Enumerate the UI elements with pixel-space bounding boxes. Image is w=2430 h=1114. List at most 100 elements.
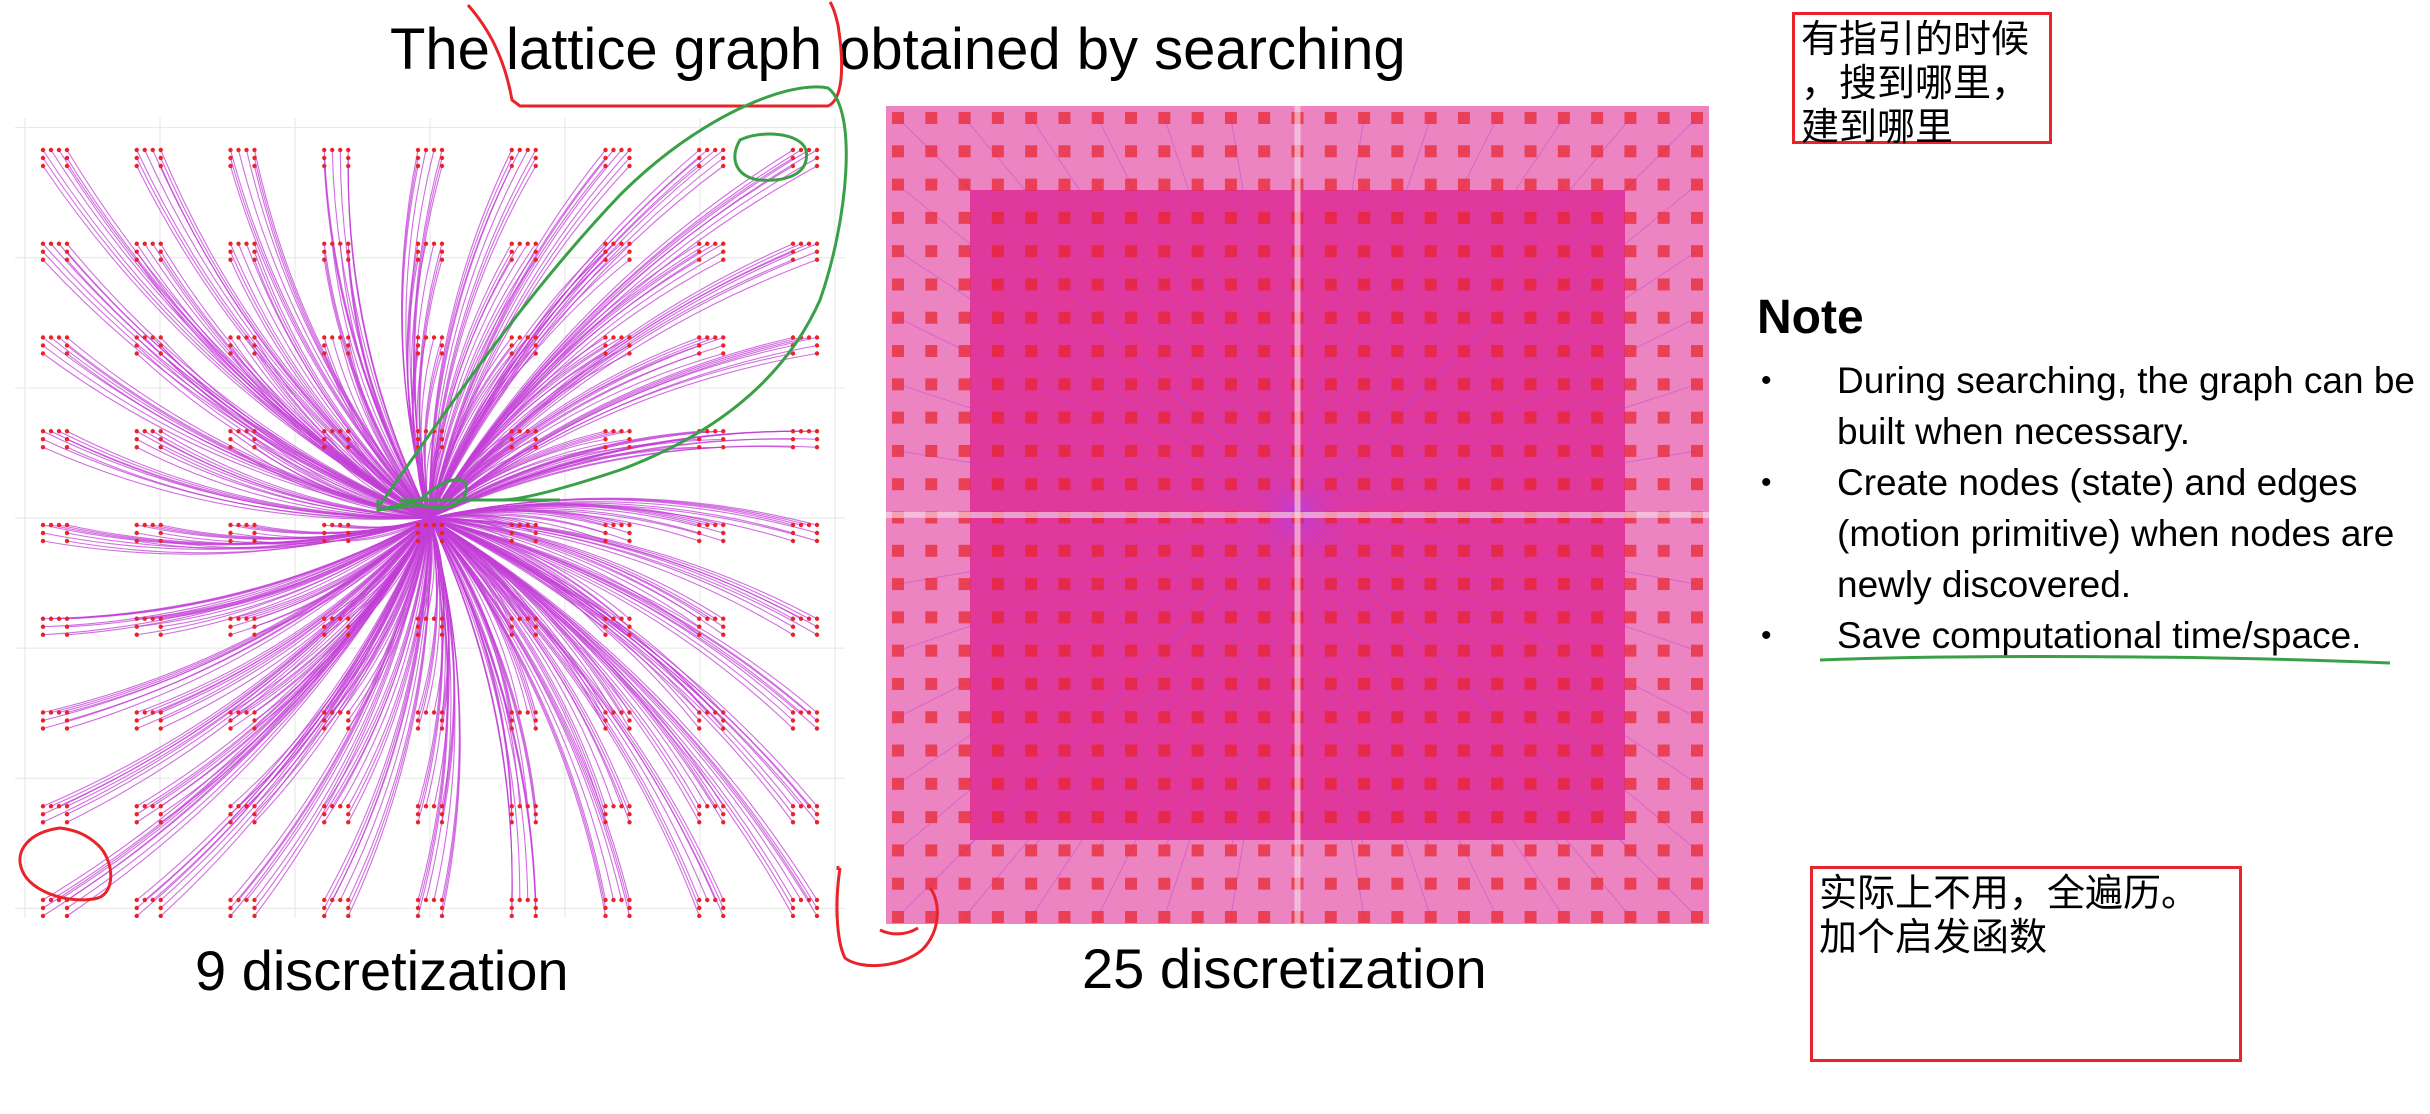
- node: [56, 241, 62, 246]
- node: [509, 445, 514, 450]
- edge: [429, 517, 606, 721]
- node: [958, 711, 971, 724]
- node: [806, 429, 812, 434]
- node: [1591, 178, 1604, 191]
- node: [346, 820, 351, 825]
- node: [1025, 411, 1038, 424]
- node: [322, 147, 327, 153]
- node: [721, 897, 726, 903]
- node: [1491, 844, 1504, 857]
- node: [790, 632, 796, 637]
- node: [40, 437, 46, 442]
- edge: [42, 517, 431, 807]
- node: [697, 163, 702, 169]
- edge: [429, 517, 521, 901]
- node: [603, 155, 608, 161]
- node: [1624, 844, 1637, 857]
- node: [158, 804, 163, 809]
- edge: [429, 517, 724, 636]
- node: [134, 163, 139, 169]
- node: [619, 335, 624, 340]
- node: [1091, 844, 1104, 857]
- node: [64, 710, 70, 715]
- node: [322, 812, 327, 817]
- node: [346, 726, 351, 731]
- node: [142, 616, 147, 621]
- node: [1491, 444, 1504, 457]
- node: [346, 522, 351, 528]
- node: [1191, 378, 1204, 391]
- node: [1557, 877, 1570, 890]
- node: [1557, 811, 1570, 824]
- node: [346, 155, 351, 161]
- node: [509, 343, 514, 348]
- node: [158, 343, 163, 348]
- note-item: • During searching, the graph can be bui…: [1757, 355, 2417, 457]
- node: [228, 804, 233, 809]
- node: [236, 522, 241, 528]
- edge: [254, 446, 431, 519]
- node: [697, 538, 702, 544]
- edge: [339, 517, 431, 807]
- node: [322, 241, 327, 246]
- node: [892, 744, 904, 757]
- node: [1591, 744, 1604, 757]
- node: [533, 522, 538, 528]
- node: [415, 616, 421, 621]
- node: [958, 777, 971, 790]
- node: [509, 905, 514, 911]
- edge: [230, 517, 431, 636]
- node: [1258, 911, 1271, 923]
- node: [509, 241, 514, 246]
- node: [1158, 811, 1171, 824]
- node: [1691, 311, 1703, 324]
- node: [814, 241, 820, 246]
- node: [790, 155, 796, 161]
- node: [705, 241, 710, 246]
- node: [892, 211, 904, 224]
- node: [439, 257, 445, 262]
- node: [439, 718, 445, 723]
- node: [1557, 611, 1570, 624]
- node: [1324, 578, 1337, 591]
- node: [925, 744, 938, 757]
- note-item-text: Create nodes (state) and edges (motion p…: [1837, 462, 2395, 605]
- node: [346, 163, 351, 169]
- node: [64, 163, 70, 169]
- node: [1657, 178, 1670, 191]
- node: [1358, 544, 1371, 557]
- node: [533, 616, 538, 621]
- node: [1091, 245, 1104, 258]
- node: [533, 530, 538, 536]
- edge: [323, 438, 431, 519]
- node: [1624, 145, 1637, 158]
- node: [627, 812, 632, 817]
- node: [611, 522, 616, 528]
- edge: [429, 517, 607, 917]
- node: [991, 478, 1004, 491]
- node: [439, 429, 445, 434]
- node: [346, 718, 351, 723]
- node: [142, 522, 147, 528]
- node: [790, 335, 796, 340]
- node: [158, 351, 163, 356]
- node: [925, 777, 938, 790]
- node: [1691, 844, 1703, 857]
- node: [1091, 278, 1104, 291]
- node: [134, 804, 139, 809]
- node: [1358, 311, 1371, 324]
- node: [1191, 911, 1204, 923]
- edge: [136, 517, 431, 901]
- node: [814, 343, 820, 348]
- node: [533, 147, 538, 153]
- node: [1358, 178, 1371, 191]
- node: [958, 378, 971, 391]
- node: [1224, 544, 1237, 557]
- node: [790, 616, 796, 621]
- node: [322, 530, 327, 536]
- node: [1058, 378, 1071, 391]
- node: [1258, 544, 1271, 557]
- edge: [66, 517, 431, 823]
- node: [697, 616, 702, 621]
- node: [252, 897, 257, 903]
